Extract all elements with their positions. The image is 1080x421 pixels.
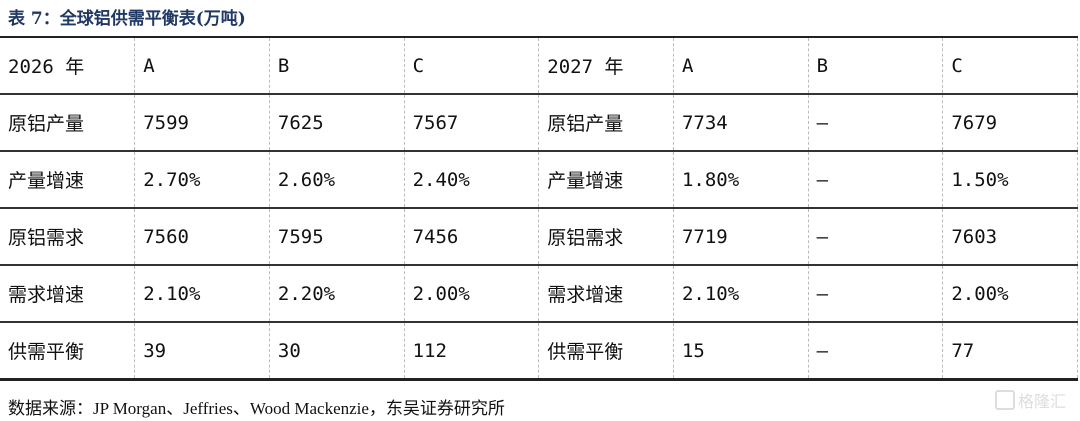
table-cell: 7603 [942,207,1078,266]
table-cell: 原铝产量 [0,93,136,152]
table-cell: 2.10% [672,264,809,323]
table-cell: 7734 [672,93,809,152]
watermark-logo: 格隆汇 [994,388,1066,412]
table-cell: C [942,36,1078,95]
table-row: 原铝需求 7560 7595 7456 原铝需求 7719—7603 [0,207,1078,266]
table-cell: 需求增速 [0,264,136,323]
table-cell: A [672,36,809,95]
table-cell: 30 [268,321,405,381]
table-cell: — [807,321,944,381]
table-row: 需求增速 2.10% 2.20% 2.00% 需求增速 2.10% —2.00% [0,264,1078,323]
watermark-text: 格隆汇 [1017,392,1066,411]
table-cell: 77 [942,321,1078,381]
table-cell: — [807,150,944,209]
table-cell: — [807,93,944,152]
table-cell: B [807,36,944,95]
table-cell: 原铝需求 [538,207,674,266]
table-cell: 7456 [403,207,540,266]
table-cell: 7599 [134,93,270,152]
table-cell: 2.10% [134,264,270,323]
table-cell: 原铝产量 [538,93,674,152]
table-cell: 7595 [268,207,405,266]
table-row: 供需平衡 39 30 112 供需平衡 15—77 [0,321,1078,381]
table-cell: 39 [134,321,270,381]
table-cell: 1.80% [672,150,809,209]
table-cell: 7625 [268,93,405,152]
table-cell: 7567 [403,93,540,152]
table-row: 产量增速 2.70% 2.60% 2.40% 产量增速 1.80% —1.50% [0,150,1078,209]
logo-icon [994,390,1015,410]
table-cell: 15 [672,321,809,381]
table-cell: B [268,36,405,95]
table-cell: — [807,264,944,323]
data-source: 数据来源：JP Morgan、Jeffries、Wood Mackenzie，东… [8,399,505,418]
table-cell: C [403,36,540,95]
table-cell: 2.20% [268,264,405,323]
table-cell: 2026 年 [0,36,136,95]
table-cell: 2.40% [403,150,540,209]
supply-demand-table: 2026 年 A B C 2027 年 A B C 原铝产量 7599 7625 7567 原铝产量 77… [0,36,1078,381]
table-cell: 2.00% [403,264,540,323]
table-cell: 产量增速 [0,150,136,209]
table-cell: 7560 [134,207,270,266]
table-row: 原铝产量 7599 7625 7567 原铝产量 7734—7679 [0,93,1078,152]
table-cell: 产量增速 [538,150,674,209]
table-cell: 供需平衡 [538,321,674,381]
table-cell: 2.70% [134,150,270,209]
table-cell: 7679 [942,93,1078,152]
table-cell: 112 [403,321,540,381]
table-cell: 2.00% [942,264,1078,323]
table-cell: 需求增速 [538,264,674,323]
table-cell: A [134,36,270,95]
table-title: 表 7：全球铝供需平衡表(万吨) [8,9,246,29]
table-cell: 原铝需求 [0,207,136,266]
table-cell: 2027 年 [538,36,674,95]
table-cell: 1.50% [942,150,1078,209]
table-cell: 供需平衡 [0,321,136,381]
table-cell: 7719 [672,207,809,266]
table-cell: 2.60% [268,150,405,209]
table-cell: — [807,207,944,266]
